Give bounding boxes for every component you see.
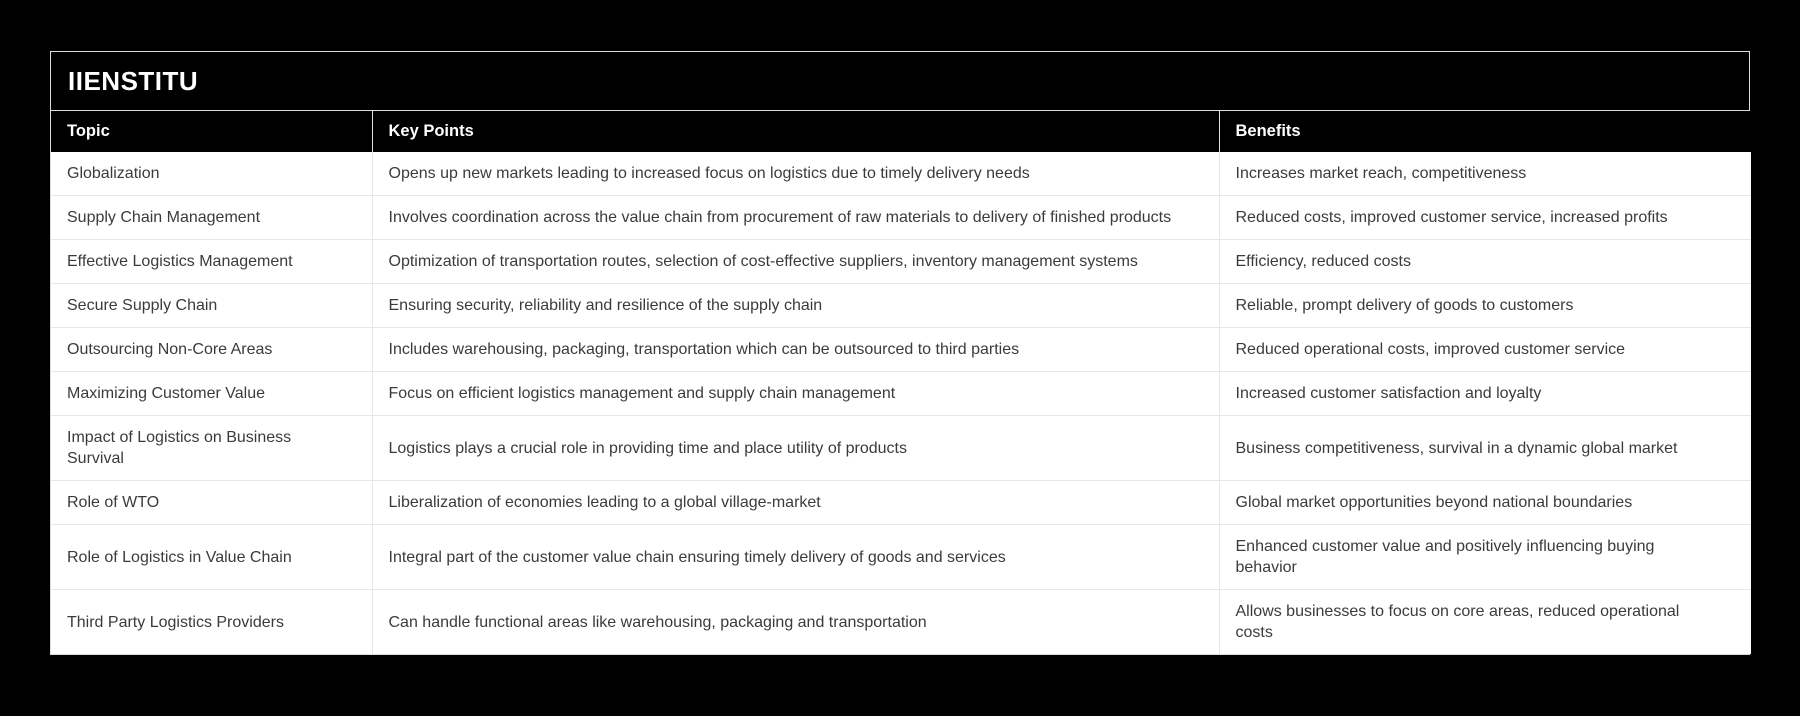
cell-benefits: Increases market reach, competitiveness	[1219, 152, 1751, 196]
cell-key-points: Can handle functional areas like warehou…	[372, 589, 1220, 654]
cell-benefits: Business competitiveness, survival in a …	[1219, 415, 1751, 481]
table-header: Topic Key Points Benefits	[51, 111, 1751, 152]
content-card: IIENSTITU Topic Key Points Benefits Glob…	[50, 51, 1751, 655]
table-row: Impact of Logistics on Business Survival…	[51, 415, 1751, 481]
cell-topic: Supply Chain Management	[51, 195, 373, 240]
brand-title: IIENSTITU	[51, 52, 1749, 111]
column-header-benefits: Benefits	[1219, 111, 1751, 152]
cell-benefits: Enhanced customer value and positively i…	[1219, 524, 1751, 590]
cell-key-points: Optimization of transportation routes, s…	[372, 239, 1220, 284]
cell-topic: Maximizing Customer Value	[51, 371, 373, 416]
cell-key-points: Opens up new markets leading to increase…	[372, 152, 1220, 196]
column-header-key-points: Key Points	[372, 111, 1220, 152]
cell-benefits: Increased customer satisfaction and loya…	[1219, 371, 1751, 416]
cell-topic: Third Party Logistics Providers	[51, 589, 373, 654]
cell-topic: Role of WTO	[51, 480, 373, 525]
cell-key-points: Involves coordination across the value c…	[372, 195, 1220, 240]
table-row: Supply Chain Management Involves coordin…	[51, 195, 1751, 240]
cell-benefits: Reduced costs, improved customer service…	[1219, 195, 1751, 240]
cell-key-points: Integral part of the customer value chai…	[372, 524, 1220, 590]
cell-benefits: Efficiency, reduced costs	[1219, 239, 1751, 284]
cell-key-points: Liberalization of economies leading to a…	[372, 480, 1220, 525]
cell-benefits: Reliable, prompt delivery of goods to cu…	[1219, 283, 1751, 328]
cell-topic: Globalization	[51, 152, 373, 196]
table-row: Secure Supply Chain Ensuring security, r…	[51, 283, 1751, 328]
cell-benefits: Allows businesses to focus on core areas…	[1219, 589, 1751, 654]
table-row: Role of Logistics in Value Chain Integra…	[51, 524, 1751, 590]
cell-benefits: Global market opportunities beyond natio…	[1219, 480, 1751, 525]
table-row: Role of WTO Liberalization of economies …	[51, 480, 1751, 525]
column-header-topic: Topic	[51, 111, 373, 152]
cell-topic: Outsourcing Non-Core Areas	[51, 327, 373, 372]
table-row: Third Party Logistics Providers Can hand…	[51, 589, 1751, 654]
table-row: Maximizing Customer Value Focus on effic…	[51, 371, 1751, 416]
cell-key-points: Logistics plays a crucial role in provid…	[372, 415, 1220, 481]
cell-topic: Role of Logistics in Value Chain	[51, 524, 373, 590]
cell-topic: Effective Logistics Management	[51, 239, 373, 284]
cell-topic: Impact of Logistics on Business Survival	[51, 415, 373, 481]
cell-key-points: Includes warehousing, packaging, transpo…	[372, 327, 1220, 372]
topics-table: Topic Key Points Benefits Globalization …	[51, 111, 1751, 654]
cell-key-points: Focus on efficient logistics management …	[372, 371, 1220, 416]
cell-benefits: Reduced operational costs, improved cust…	[1219, 327, 1751, 372]
table-row: Outsourcing Non-Core Areas Includes ware…	[51, 327, 1751, 372]
table-row: Effective Logistics Management Optimizat…	[51, 239, 1751, 284]
header-row: Topic Key Points Benefits	[51, 111, 1751, 152]
table-row: Globalization Opens up new markets leadi…	[51, 152, 1751, 196]
cell-topic: Secure Supply Chain	[51, 283, 373, 328]
cell-key-points: Ensuring security, reliability and resil…	[372, 283, 1220, 328]
table-body: Globalization Opens up new markets leadi…	[51, 152, 1751, 654]
